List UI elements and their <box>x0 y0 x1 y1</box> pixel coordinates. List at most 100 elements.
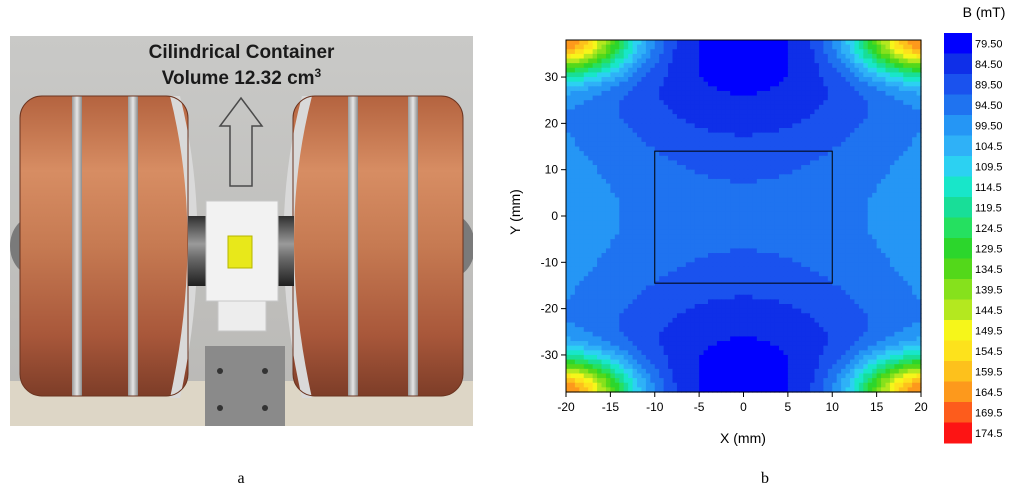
contour-cell <box>845 229 851 236</box>
contour-cell <box>796 53 802 60</box>
contour-cell <box>739 137 745 143</box>
contour-cell <box>894 151 900 157</box>
contour-cell <box>654 44 660 50</box>
contour-cell <box>894 262 900 268</box>
contour-cell <box>699 160 705 166</box>
contour-cell <box>619 192 625 199</box>
contour-cell <box>721 257 727 263</box>
contour-cell <box>752 183 758 189</box>
contour-cell <box>903 248 909 254</box>
contour-cell <box>770 290 776 296</box>
contour-cell <box>827 262 833 268</box>
contour-cell <box>614 81 620 87</box>
contour-cell <box>894 178 900 185</box>
contour-cell <box>770 165 776 171</box>
contour-cell <box>796 271 802 277</box>
contour-cell <box>907 192 913 199</box>
contour-cell <box>889 100 895 106</box>
contour-cell <box>810 77 816 83</box>
contour-cell <box>650 44 656 50</box>
contour-cell <box>850 188 856 194</box>
contour-cell <box>761 95 767 101</box>
contour-cell <box>592 146 598 152</box>
contour-cell <box>685 169 691 175</box>
contour-cell <box>801 155 807 162</box>
contour-cell <box>903 322 909 328</box>
contour-cell <box>774 58 780 64</box>
contour-cell <box>610 248 616 254</box>
contour-cell <box>814 81 820 87</box>
contour-cell <box>898 81 904 87</box>
contour-cell <box>863 322 869 328</box>
contour-cell <box>801 174 807 180</box>
contour-cell <box>907 114 913 120</box>
contour-cell <box>566 262 572 268</box>
contour-cell <box>708 220 714 226</box>
contour-cell <box>619 206 625 212</box>
contour-cell <box>685 114 691 120</box>
contour-cell <box>805 322 811 328</box>
contour-cell <box>597 243 603 250</box>
contour-cell <box>752 81 758 87</box>
contour-cell <box>730 90 736 97</box>
contour-cell <box>756 58 762 64</box>
contour-cell <box>583 53 589 60</box>
contour-cell <box>823 49 829 55</box>
contour-cell <box>739 123 745 129</box>
contour-cell <box>756 77 762 83</box>
contour-cell <box>645 132 651 138</box>
contour-cell <box>912 174 918 180</box>
contour-cell <box>836 90 842 97</box>
contour-cell <box>779 211 785 217</box>
contour-cell <box>761 137 767 143</box>
contour-cell <box>774 90 780 97</box>
contour-cell <box>779 141 785 148</box>
contour-cell <box>770 234 776 240</box>
contour-cell <box>628 220 634 226</box>
contour-cell <box>801 248 807 254</box>
contour-cell <box>903 206 909 212</box>
contour-cell <box>566 183 572 189</box>
contour-cell <box>654 239 660 245</box>
contour-cell <box>761 114 767 120</box>
contour-cell <box>761 225 767 231</box>
contour-cell <box>637 206 643 212</box>
contour-cell <box>588 253 594 259</box>
contour-cell <box>898 165 904 171</box>
contour-cell <box>841 308 847 314</box>
contour-cell <box>739 285 745 291</box>
contour-cell <box>832 271 838 277</box>
contour-cell <box>889 132 895 138</box>
contour-cell <box>690 304 696 310</box>
contour-cell <box>854 294 860 300</box>
contour-cell <box>783 169 789 175</box>
contour-cell <box>854 192 860 199</box>
contour-cell <box>663 151 669 157</box>
contour-cell <box>566 151 572 157</box>
contour-cell <box>889 160 895 166</box>
contour-cell <box>623 299 629 305</box>
contour-cell <box>823 313 829 319</box>
contour-cell <box>858 40 864 46</box>
contour-cell <box>836 100 842 106</box>
contour-cell <box>570 225 576 231</box>
contour-cell <box>863 262 869 268</box>
contour-cell <box>676 276 682 282</box>
contour-cell <box>597 239 603 245</box>
contour-cell <box>810 188 816 194</box>
contour-cell <box>894 202 900 208</box>
contour-cell <box>752 211 758 217</box>
contour-cell <box>787 276 793 282</box>
contour-cell <box>756 174 762 180</box>
contour-cell <box>841 178 847 185</box>
contour-cell <box>747 225 753 231</box>
contour-cell <box>623 151 629 157</box>
contour-cell <box>876 151 882 157</box>
contour-cell <box>743 155 749 162</box>
contour-cell <box>854 169 860 175</box>
contour-cell <box>712 276 718 282</box>
contour-cell <box>574 100 580 106</box>
contour-cell <box>863 220 869 226</box>
contour-cell <box>708 253 714 259</box>
contour-cell <box>570 49 576 55</box>
